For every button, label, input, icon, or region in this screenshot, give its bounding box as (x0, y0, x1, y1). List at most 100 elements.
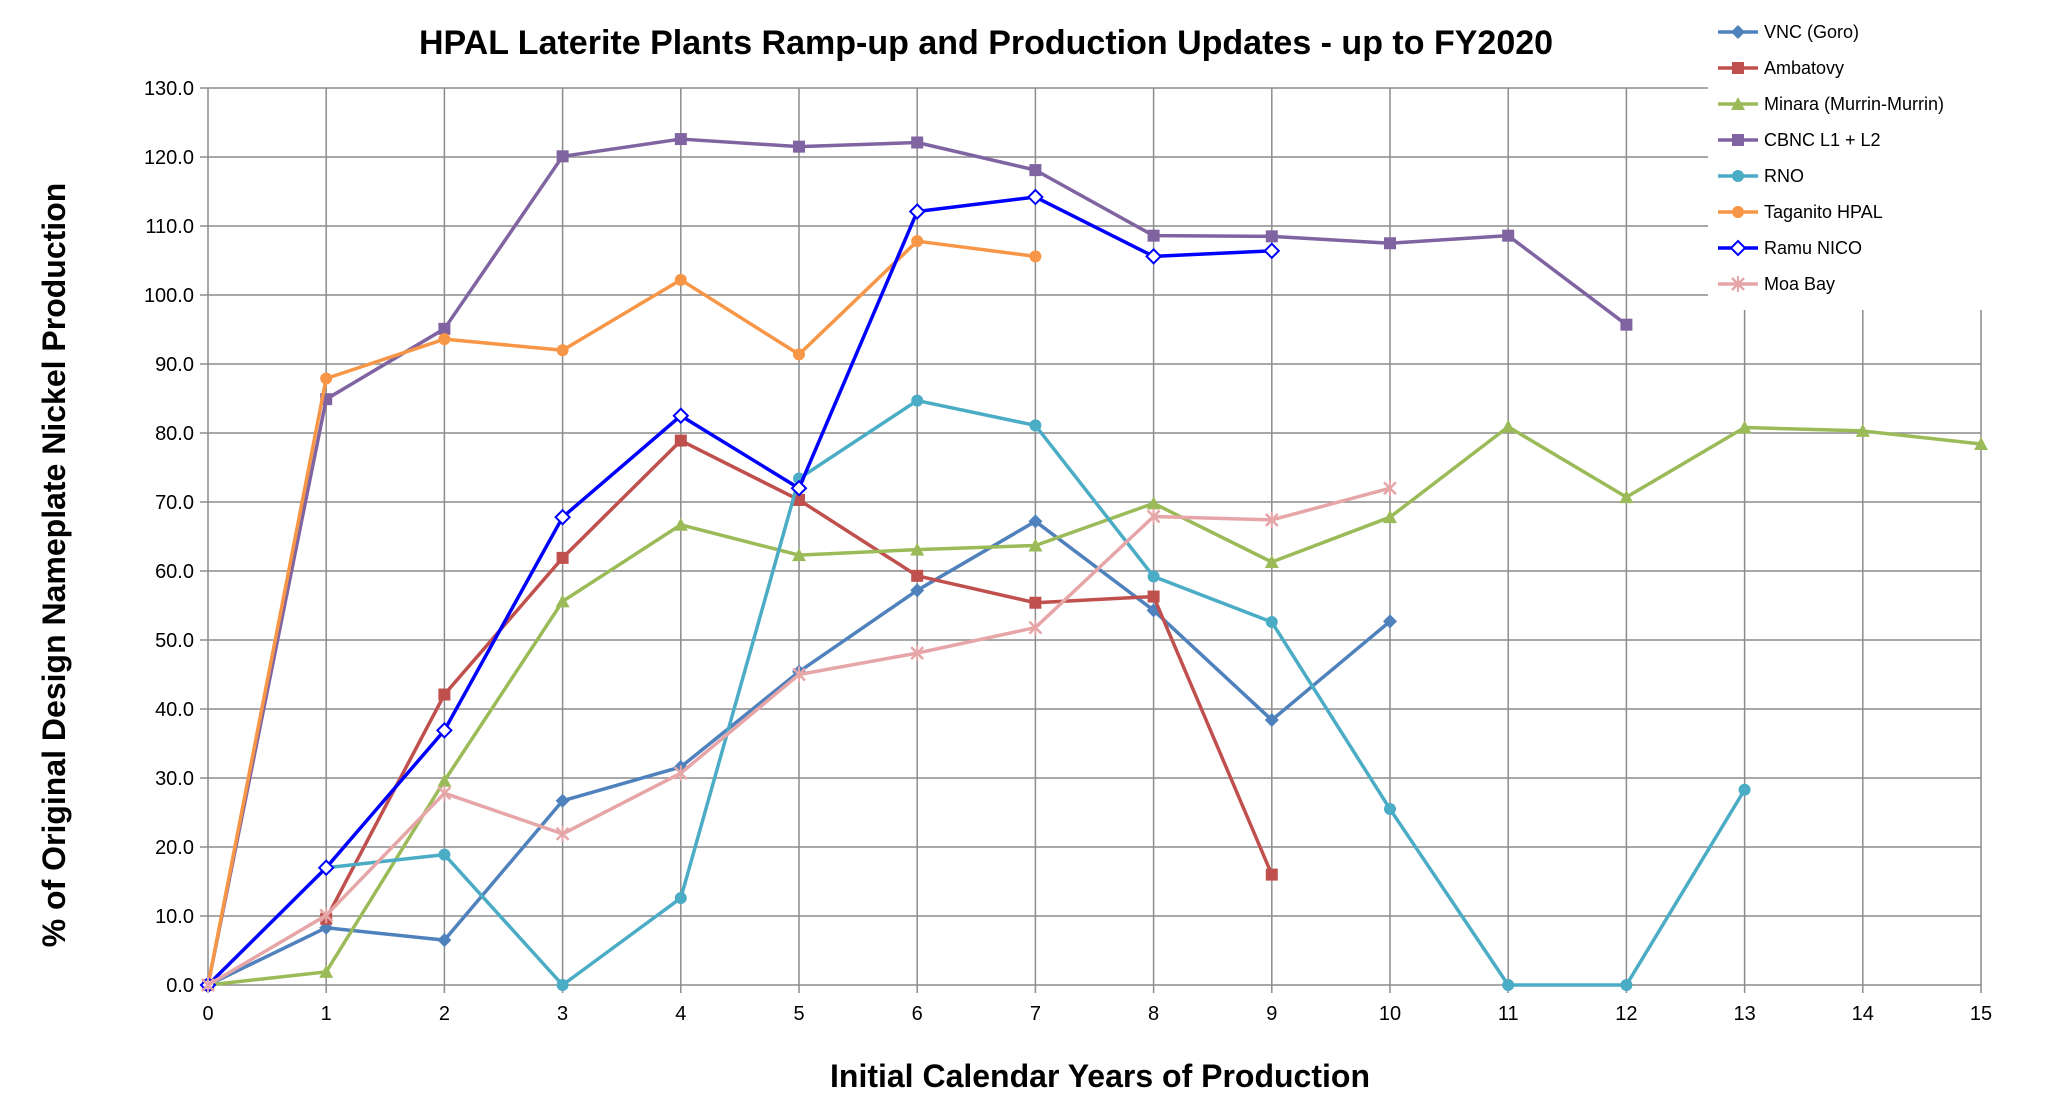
data-point (672, 407, 690, 425)
x-tick-label: 2 (439, 1003, 450, 1025)
chart-title: HPAL Laterite Plants Ramp-up and Product… (419, 24, 1553, 62)
grid-lines (207, 87, 1982, 986)
y-tick-label: 100.0 (144, 285, 194, 307)
data-point (437, 773, 452, 787)
data-point (674, 434, 687, 447)
y-tick-label: 80.0 (155, 423, 194, 445)
y-tick-label: 50.0 (155, 630, 194, 652)
legend-label: CBNC L1 + L2 (1764, 130, 1881, 150)
data-point (673, 517, 688, 531)
x-tick-label: 15 (1970, 1003, 1992, 1025)
data-point (1974, 437, 1988, 451)
x-tick-label: 12 (1615, 1003, 1637, 1025)
y-tick-label: 90.0 (155, 354, 194, 376)
data-point (1026, 188, 1044, 206)
data-point (319, 907, 334, 924)
legend-marker (1731, 276, 1745, 292)
x-tick-label: 10 (1379, 1003, 1401, 1025)
series-moa-bay (201, 480, 1397, 993)
data-point (438, 848, 451, 861)
data-point (1264, 713, 1279, 728)
series-line (207, 425, 1982, 987)
y-tick-label: 130.0 (144, 78, 194, 100)
data-point (1383, 480, 1397, 497)
data-point (910, 583, 925, 598)
legend-marker (1731, 97, 1745, 110)
legend-label: Minara (Murrin-Murrin) (1764, 94, 1944, 114)
legend-item: Taganito HPAL (1718, 202, 1883, 222)
data-point (435, 721, 453, 739)
legend-label: RNO (1764, 166, 1804, 186)
legend-item: RNO (1718, 166, 1804, 186)
data-point (437, 785, 452, 802)
legend-marker (1731, 25, 1745, 39)
x-tick-label: 6 (912, 1003, 923, 1025)
data-point (793, 140, 805, 153)
x-tick-label: 0 (202, 1003, 213, 1025)
legend-box (1708, 14, 2008, 310)
data-point (1147, 570, 1160, 583)
data-point (556, 979, 569, 991)
data-point (438, 333, 451, 346)
data-point (555, 825, 570, 842)
data-point (790, 479, 808, 497)
data-point (437, 933, 452, 948)
data-point (1502, 979, 1515, 991)
data-point (1146, 508, 1161, 525)
data-point (1028, 514, 1043, 529)
y-axis-label: % of Original Design Nameplate Nickel Pr… (36, 183, 72, 948)
legend-item: Minara (Murrin-Murrin) (1718, 94, 1944, 114)
y-tick-label: 120.0 (144, 147, 194, 169)
data-point (911, 569, 924, 582)
legend-label: Ambatovy (1764, 58, 1844, 78)
legend-label: VNC (Goro) (1764, 22, 1859, 42)
data-point (1265, 230, 1278, 243)
x-tick-label: 7 (1030, 1003, 1041, 1025)
y-tick-label: 70.0 (155, 492, 194, 514)
data-point (555, 793, 570, 808)
data-point (201, 977, 215, 993)
data-point (556, 344, 569, 357)
data-point (1147, 590, 1160, 603)
data-point (1855, 423, 1870, 437)
data-point (910, 542, 925, 556)
data-point (1383, 614, 1397, 629)
series-line (206, 195, 1272, 987)
legend-label: Ramu NICO (1764, 238, 1862, 258)
data-point (556, 551, 569, 564)
data-point (1146, 496, 1161, 510)
data-point (556, 150, 569, 163)
data-point (674, 273, 687, 286)
data-point (1738, 783, 1751, 796)
data-point (1620, 318, 1633, 331)
y-tick-label: 0.0 (166, 975, 194, 997)
x-tick-label: 8 (1148, 1003, 1159, 1025)
legend-marker (1729, 239, 1747, 257)
x-tick-label: 4 (675, 1003, 686, 1025)
x-tick-label: 9 (1266, 1003, 1277, 1025)
data-point (1145, 247, 1163, 265)
data-point (793, 493, 805, 506)
data-point (438, 688, 451, 701)
y-tick-label: 110.0 (145, 216, 194, 238)
x-tick-label: 13 (1733, 1003, 1755, 1025)
series-ambatovy (320, 434, 1278, 925)
data-point (674, 133, 687, 146)
data-point (317, 859, 335, 877)
data-point (1029, 419, 1042, 432)
series-lines (199, 133, 1988, 994)
legend-item: Moa Bay (1718, 274, 1835, 294)
series-minara-murrin-murrin (201, 419, 1988, 991)
axes: 0.0 10.0 20.0 30.0 40.0 50.0 60.0 70.0 80.0 90.0 1… (144, 78, 1992, 1025)
data-point (1028, 619, 1043, 636)
data-point (555, 594, 570, 608)
x-tick-label: 3 (557, 1003, 568, 1025)
y-tick-label: 30.0 (155, 768, 194, 790)
legend-item: Ambatovy (1718, 58, 1844, 78)
data-point (438, 322, 451, 335)
x-tick-label: 1 (321, 1003, 332, 1025)
data-point (792, 666, 806, 683)
legend-marker (1732, 206, 1744, 218)
